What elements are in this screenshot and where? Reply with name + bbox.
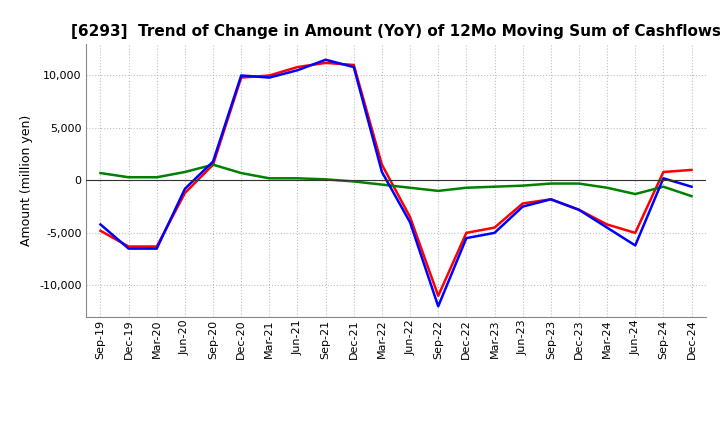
Operating Cashflow (603, 222, 611, 227)
Investing Cashflow (603, 185, 611, 191)
Investing Cashflow (181, 169, 189, 175)
Investing Cashflow (575, 181, 583, 186)
Y-axis label: Amount (million yen): Amount (million yen) (20, 115, 34, 246)
Free Cashflow (153, 246, 161, 251)
Free Cashflow (659, 176, 667, 181)
Free Cashflow (490, 230, 499, 235)
Operating Cashflow (96, 228, 105, 233)
Free Cashflow (575, 207, 583, 213)
Operating Cashflow (631, 230, 639, 235)
Free Cashflow (293, 68, 302, 73)
Investing Cashflow (406, 185, 415, 191)
Free Cashflow (209, 159, 217, 164)
Free Cashflow (546, 197, 555, 202)
Investing Cashflow (153, 175, 161, 180)
Operating Cashflow (377, 162, 386, 167)
Free Cashflow (181, 186, 189, 191)
Operating Cashflow (434, 293, 443, 298)
Investing Cashflow (490, 184, 499, 189)
Operating Cashflow (181, 191, 189, 196)
Free Cashflow (96, 222, 105, 227)
Operating Cashflow (265, 73, 274, 78)
Free Cashflow (237, 73, 246, 78)
Free Cashflow (631, 243, 639, 248)
Investing Cashflow (349, 179, 358, 184)
Investing Cashflow (96, 170, 105, 176)
Operating Cashflow (546, 197, 555, 202)
Operating Cashflow (462, 230, 471, 235)
Operating Cashflow (209, 162, 217, 167)
Operating Cashflow (125, 244, 133, 249)
Operating Cashflow (321, 60, 330, 66)
Investing Cashflow (377, 182, 386, 187)
Operating Cashflow (575, 207, 583, 213)
Line: Free Cashflow: Free Cashflow (101, 60, 691, 306)
Operating Cashflow (406, 214, 415, 220)
Operating Cashflow (349, 62, 358, 68)
Free Cashflow (687, 184, 696, 189)
Free Cashflow (349, 64, 358, 70)
Free Cashflow (462, 235, 471, 241)
Free Cashflow (377, 169, 386, 175)
Operating Cashflow (153, 244, 161, 249)
Investing Cashflow (518, 183, 527, 188)
Operating Cashflow (518, 201, 527, 206)
Investing Cashflow (237, 170, 246, 176)
Investing Cashflow (293, 176, 302, 181)
Free Cashflow (265, 75, 274, 80)
Investing Cashflow (209, 162, 217, 167)
Operating Cashflow (687, 167, 696, 172)
Investing Cashflow (546, 181, 555, 186)
Free Cashflow (518, 204, 527, 209)
Operating Cashflow (659, 169, 667, 175)
Line: Investing Cashflow: Investing Cashflow (101, 165, 691, 196)
Investing Cashflow (321, 177, 330, 182)
Line: Operating Cashflow: Operating Cashflow (101, 63, 691, 296)
Operating Cashflow (237, 75, 246, 80)
Free Cashflow (434, 304, 443, 309)
Operating Cashflow (293, 64, 302, 70)
Free Cashflow (125, 246, 133, 251)
Investing Cashflow (125, 175, 133, 180)
Investing Cashflow (631, 191, 639, 197)
Investing Cashflow (462, 185, 471, 191)
Free Cashflow (321, 57, 330, 62)
Title: [6293]  Trend of Change in Amount (YoY) of 12Mo Moving Sum of Cashflows: [6293] Trend of Change in Amount (YoY) o… (71, 24, 720, 39)
Investing Cashflow (434, 188, 443, 194)
Free Cashflow (603, 225, 611, 230)
Investing Cashflow (659, 184, 667, 189)
Investing Cashflow (687, 194, 696, 199)
Investing Cashflow (265, 176, 274, 181)
Operating Cashflow (490, 225, 499, 230)
Free Cashflow (406, 220, 415, 225)
